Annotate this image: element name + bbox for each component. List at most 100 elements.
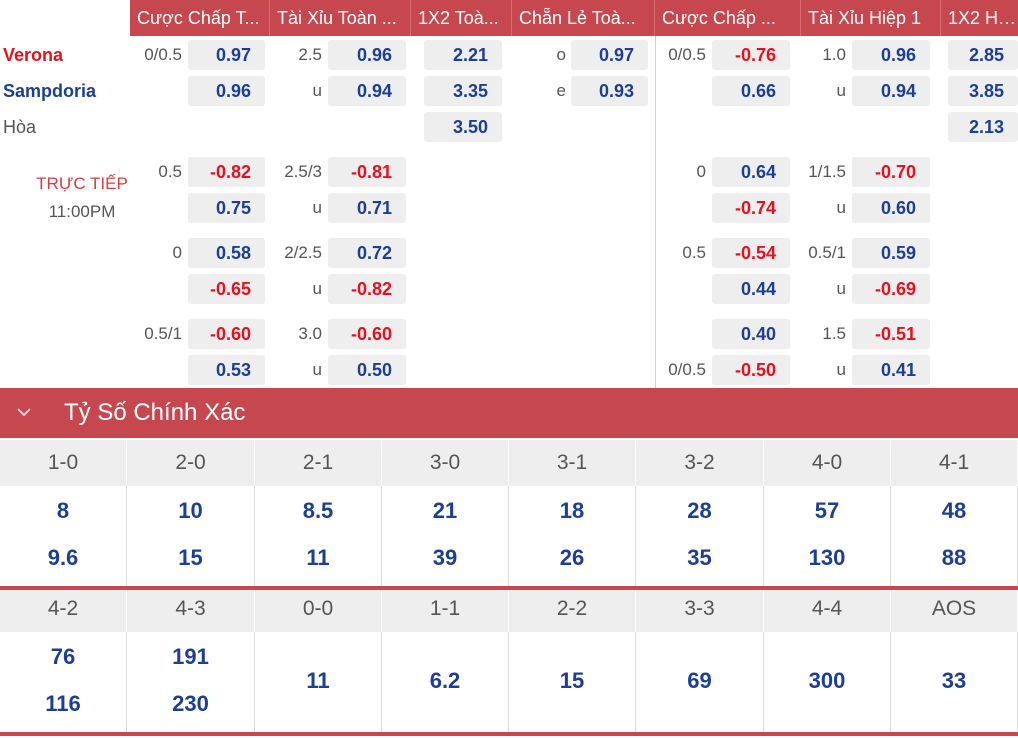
score-label: 4-1 [891, 440, 1018, 486]
odds-cell[interactable]: 0.94 [852, 76, 930, 106]
odds-cell[interactable]: 2.13 [948, 112, 1018, 142]
odds-value[interactable]: 39 [432, 545, 458, 570]
odds-cell[interactable]: -0.74 [712, 193, 790, 223]
odds-value[interactable]: 35 [687, 545, 712, 570]
odds-cell[interactable]: 0.97 [188, 40, 265, 70]
col-hdp-h1[interactable]: Cược Chấp ... [655, 0, 801, 36]
odds-cell[interactable]: 3.35 [424, 76, 502, 106]
odds-cell[interactable]: 0.96 [328, 40, 406, 70]
score-odds-cell[interactable]: 76 116 [0, 632, 127, 732]
score-odds-cell[interactable]: 33 [891, 632, 1018, 732]
odds-value[interactable]: 33 [941, 668, 967, 693]
odds-value[interactable]: 69 [687, 668, 712, 693]
odds-cell[interactable]: -0.82 [328, 274, 406, 304]
h1-ou-line: 1.0 [822, 45, 846, 64]
odds-cell[interactable]: 0.40 [712, 319, 790, 349]
odds-value[interactable]: 11 [306, 545, 330, 570]
odds-cell[interactable]: -0.81 [328, 157, 406, 187]
odds-cell[interactable]: 0.59 [852, 238, 930, 268]
odds-cell[interactable]: 0.96 [188, 76, 265, 106]
ou-line: 3.0 [298, 324, 322, 343]
odds-cell[interactable]: 0.64 [712, 157, 790, 187]
odds-cell[interactable]: -0.54 [712, 238, 790, 268]
odds-value[interactable]: 18 [559, 498, 585, 523]
odds-cell[interactable]: -0.51 [852, 319, 930, 349]
odds-cell[interactable]: 0.60 [852, 193, 930, 223]
score-odds-cell[interactable]: 21 39 [382, 486, 509, 586]
odds-value[interactable]: 6.2 [429, 668, 461, 693]
odds-cell[interactable]: -0.82 [188, 157, 265, 187]
score-odds-cell[interactable]: 48 88 [891, 486, 1018, 586]
odds-cell[interactable]: 2.21 [424, 40, 502, 70]
odds-cell[interactable]: 0.53 [188, 355, 265, 385]
odds-value[interactable]: 8.5 [302, 498, 334, 523]
col-oe-ft[interactable]: Chẵn Lẻ Toà... [512, 0, 655, 36]
odds-value[interactable]: 8 [56, 498, 70, 523]
odds-value[interactable]: 48 [941, 498, 967, 523]
even-label: e [556, 81, 566, 100]
score-odds-cell[interactable]: 191 230 [127, 632, 255, 732]
row-divider [0, 732, 1018, 736]
odds-value[interactable]: 116 [45, 691, 81, 716]
odds-cell[interactable]: 0.66 [712, 76, 790, 106]
odds-value[interactable]: 26 [559, 545, 585, 570]
col-ou-ft[interactable]: Tài Xỉu Toàn ... [270, 0, 411, 36]
odds-value[interactable]: 88 [941, 545, 967, 570]
odds-cell[interactable]: -0.76 [712, 40, 790, 70]
odds-value[interactable]: 57 [814, 498, 840, 523]
col-hdp-ft[interactable]: Cược Chấp T... [130, 0, 270, 36]
odds-cell[interactable]: -0.69 [852, 274, 930, 304]
odds-value[interactable]: 76 [50, 644, 76, 669]
col-1x2-ft[interactable]: 1X2 Toà... [411, 0, 512, 36]
score-odds-cell[interactable]: 28 35 [636, 486, 764, 586]
score-label: 2-0 [127, 440, 255, 486]
odds-value[interactable]: 21 [432, 498, 458, 523]
odds-value[interactable]: 15 [178, 545, 203, 570]
score-odds-cell[interactable]: 15 [509, 632, 636, 732]
odds-cell[interactable]: 2.85 [948, 40, 1018, 70]
odds-value[interactable]: 191 [172, 644, 209, 669]
correct-score-header[interactable]: Tỷ Số Chính Xác [0, 388, 1018, 438]
odds-cell[interactable]: 0.96 [852, 40, 930, 70]
score-odds-cell[interactable]: 8 9.6 [0, 486, 127, 586]
odds-cell[interactable]: 3.85 [948, 76, 1018, 106]
col-1x2-h1[interactable]: 1X2 Hiệ... [948, 8, 1018, 28]
score-odds-cell[interactable]: 11 [255, 632, 382, 732]
col-ou-h1[interactable]: Tài Xỉu Hiệp 1 [801, 0, 941, 36]
score-odds-cell[interactable]: 10 15 [127, 486, 255, 586]
odds-cell[interactable]: -0.65 [188, 274, 265, 304]
odds-value[interactable]: 10 [178, 498, 203, 523]
chevron-down-icon[interactable] [14, 402, 34, 422]
score-label: 3-1 [509, 440, 636, 486]
odds-cell[interactable]: -0.60 [328, 319, 406, 349]
odds-value[interactable]: 300 [808, 668, 846, 693]
odds-cell[interactable]: 0.97 [571, 40, 648, 70]
odds-cell[interactable]: 0.50 [328, 355, 406, 385]
odds-cell[interactable]: 0.93 [571, 76, 648, 106]
odds-cell[interactable]: 0.44 [712, 274, 790, 304]
odds-value[interactable]: 11 [306, 668, 330, 693]
odds-cell[interactable]: 0.58 [188, 238, 265, 268]
odds-cell[interactable]: 0.41 [852, 355, 930, 385]
score-odds-cell[interactable]: 69 [636, 632, 764, 732]
odds-cell[interactable]: 0.94 [328, 76, 406, 106]
score-odds-cell[interactable]: 6.2 [382, 632, 509, 732]
odds-cell[interactable]: -0.70 [852, 157, 930, 187]
odds-value[interactable]: 15 [559, 668, 585, 693]
score-odds-cell[interactable]: 57 130 [764, 486, 891, 586]
odds-cell[interactable]: -0.60 [188, 319, 265, 349]
odds-cell[interactable]: 3.50 [424, 112, 502, 142]
score-label: 1-1 [382, 590, 509, 632]
odds-cell[interactable]: 0.75 [188, 193, 265, 223]
odds-cell[interactable]: 0.72 [328, 238, 406, 268]
score-odds-cell[interactable]: 300 [764, 632, 891, 732]
score-odds-cell[interactable]: 8.5 11 [255, 486, 382, 586]
odds-value[interactable]: 28 [687, 498, 712, 523]
odds-cell[interactable]: 0.71 [328, 193, 406, 223]
odds-cell[interactable]: -0.50 [712, 355, 790, 385]
score-odds-cell[interactable]: 18 26 [509, 486, 636, 586]
odds-value[interactable]: 130 [808, 545, 846, 570]
odds-value[interactable]: 9.6 [47, 545, 79, 570]
odds-value[interactable]: 230 [172, 691, 209, 716]
correct-score-row: 1-0 8 9.6 2-0 10 15 2-1 8.5 11 3-0 21 39 3-1 18 26 3-2 2… [0, 440, 1018, 586]
